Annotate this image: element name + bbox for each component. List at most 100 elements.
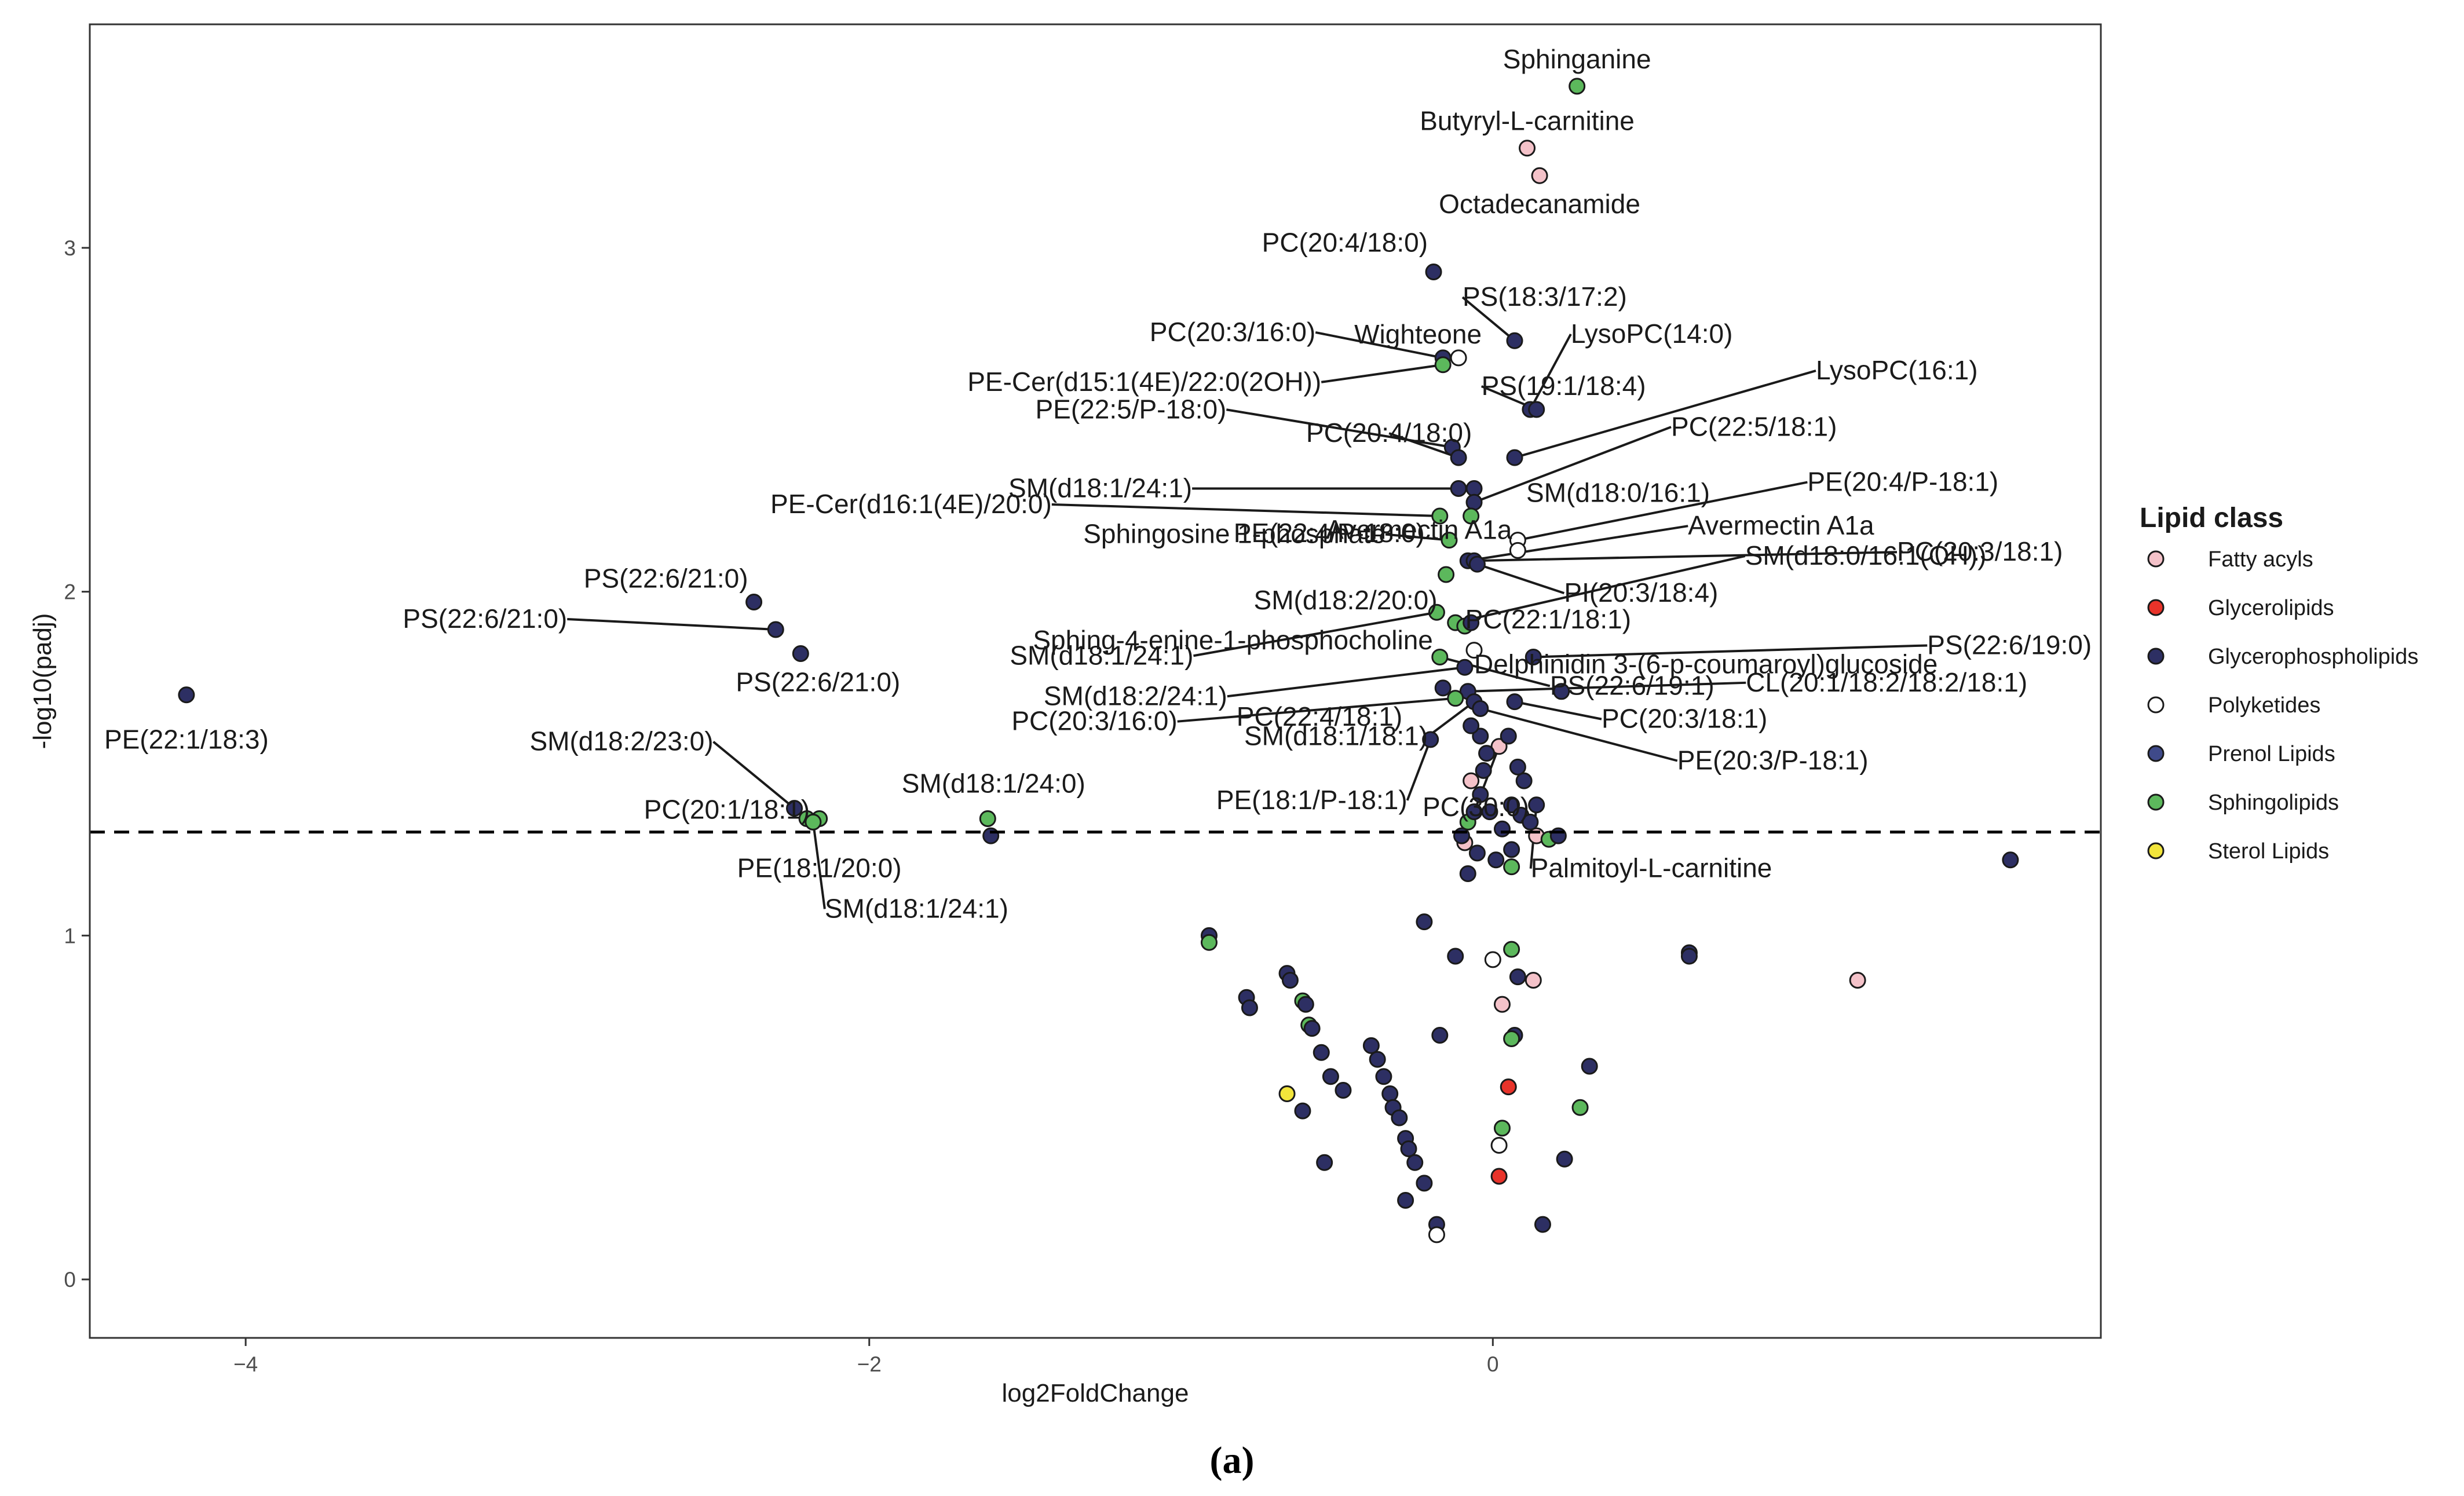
- point-label: PE(22:1/18:3): [104, 725, 269, 755]
- data-point: [1519, 140, 1536, 157]
- data-point: [1406, 1154, 1424, 1171]
- point-label: SM(d18:2/20:0): [1254, 585, 1438, 615]
- data-point: [1434, 679, 1452, 697]
- point-label: PC(20:3/18:1): [1897, 536, 2063, 566]
- x-tick-label: 0: [1487, 1352, 1499, 1376]
- data-point: [1335, 1082, 1352, 1099]
- label-leader-line: [1321, 363, 1443, 383]
- data-point: [745, 593, 763, 610]
- point-label: SM(d18:2/23:0): [529, 726, 713, 756]
- data-point: [1556, 1150, 1573, 1168]
- data-point: [1503, 796, 1520, 814]
- data-point: [1528, 796, 1545, 814]
- point-label: PE(20:3/P-18:1): [1677, 745, 1869, 775]
- point-label: PS(22:6/21:0): [736, 667, 900, 697]
- data-point: [1493, 1120, 1511, 1137]
- label-leader-line: [1385, 533, 1450, 542]
- data-point: [1450, 349, 1467, 367]
- data-point: [1322, 1068, 1339, 1085]
- label-leader-line: [811, 822, 826, 909]
- data-point: [1362, 1037, 1380, 1054]
- point-label: PE(18:1/P-18:1): [1216, 785, 1408, 815]
- y-axis-title: -log10(padj): [28, 613, 57, 749]
- point-label: LysoPC(14:0): [1571, 319, 1733, 349]
- data-point: [1581, 1058, 1598, 1075]
- point-label: PC(22:1/18:1): [1465, 604, 1631, 634]
- point-label: PS(22:6/21:0): [403, 603, 567, 634]
- data-point: [1463, 614, 1480, 631]
- data-point: [1422, 731, 1439, 748]
- data-point: [1425, 263, 1442, 280]
- label-leaders: [567, 296, 1928, 909]
- data-point: [1463, 507, 1480, 525]
- data-point: [1434, 356, 1452, 374]
- point-label: LysoPC(16:1): [1816, 355, 1978, 385]
- point-label: Octadecanamide: [1439, 189, 1640, 219]
- data-point: [1381, 1085, 1399, 1102]
- label-leader-line: [1517, 481, 1808, 542]
- legend-swatch: [2147, 793, 2165, 811]
- label-leader-line: [1193, 611, 1437, 657]
- data-point: [1525, 648, 1542, 665]
- label-leader-line: [1514, 370, 1816, 459]
- point-label: PC(30:0): [1423, 792, 1529, 822]
- point-label: PC(20:4/18:0): [1262, 227, 1428, 257]
- data-point: [1241, 999, 1258, 1016]
- point-label: Sphingosine 1-phosphate: [1083, 519, 1385, 549]
- data-point: [1463, 772, 1480, 789]
- point-label: PS(22:6/19:1): [1550, 670, 1714, 700]
- data-point: [1549, 827, 1567, 844]
- point-label: PE-Cer(d15:1(4E)/22:0(2OH)): [967, 367, 1321, 397]
- label-leader-line: [1439, 656, 1551, 687]
- point-label: PC(20:3/16:0): [1011, 706, 1177, 736]
- point-label: Avermectin A1a: [1326, 514, 1512, 544]
- data-point: [1503, 841, 1520, 858]
- data-point: [1509, 968, 1526, 986]
- point-label: Sphing-4-enine-1-phosphocholine: [1033, 625, 1433, 655]
- data-point: [1506, 332, 1523, 349]
- data-point: [1453, 827, 1470, 844]
- data-point: [1468, 844, 1486, 862]
- label-leader-line: [1427, 701, 1475, 738]
- data-point: [1303, 1020, 1321, 1037]
- label-leader-line: [1226, 408, 1453, 449]
- data-point: [1528, 401, 1545, 418]
- data-point: [1297, 996, 1314, 1013]
- legend-title: Lipid class: [2140, 503, 2283, 533]
- data-point: [805, 813, 822, 831]
- data-point: [1416, 913, 1433, 931]
- data-point: [1484, 951, 1501, 968]
- data-point: [982, 827, 1000, 844]
- data-point: [1459, 865, 1476, 882]
- label-leader-line: [1529, 334, 1572, 410]
- point-label: SM(d18:1/24:1): [1010, 640, 1193, 670]
- data-point: [178, 686, 195, 704]
- point-label: SM(d18:0/16:1): [1526, 478, 1710, 508]
- legend-entry-label: Glycerolipids: [2208, 596, 2334, 620]
- legend-swatch: [2147, 599, 2165, 616]
- y-tick-label: 2: [64, 580, 76, 604]
- point-label: SM(d18:1/24:0): [902, 768, 1085, 798]
- data-point: [1493, 996, 1511, 1013]
- data-point: [1481, 803, 1498, 821]
- data-point: [792, 645, 809, 663]
- label-leader-line: [1468, 681, 1746, 693]
- data-point: [1450, 480, 1467, 498]
- label-leader-line: [1406, 739, 1432, 801]
- data-point: [1531, 167, 1548, 184]
- point-label: PC(22:5/18:1): [1671, 411, 1837, 441]
- data-point: [1200, 934, 1218, 951]
- label-leader-line: [1474, 551, 1898, 562]
- label-leader-line: [1533, 644, 1928, 659]
- data-point: [1313, 1044, 1330, 1061]
- data-point: [1468, 555, 1486, 573]
- data-point: [1465, 642, 1483, 659]
- data-point: [1534, 1216, 1551, 1233]
- label-leader-line: [1461, 296, 1516, 342]
- data-point: [1278, 1085, 1296, 1102]
- data-point: [1441, 532, 1458, 549]
- data-point: [1515, 772, 1533, 789]
- data-point: [1493, 820, 1511, 837]
- point-label: SM(d18:1/18:1): [1244, 721, 1428, 751]
